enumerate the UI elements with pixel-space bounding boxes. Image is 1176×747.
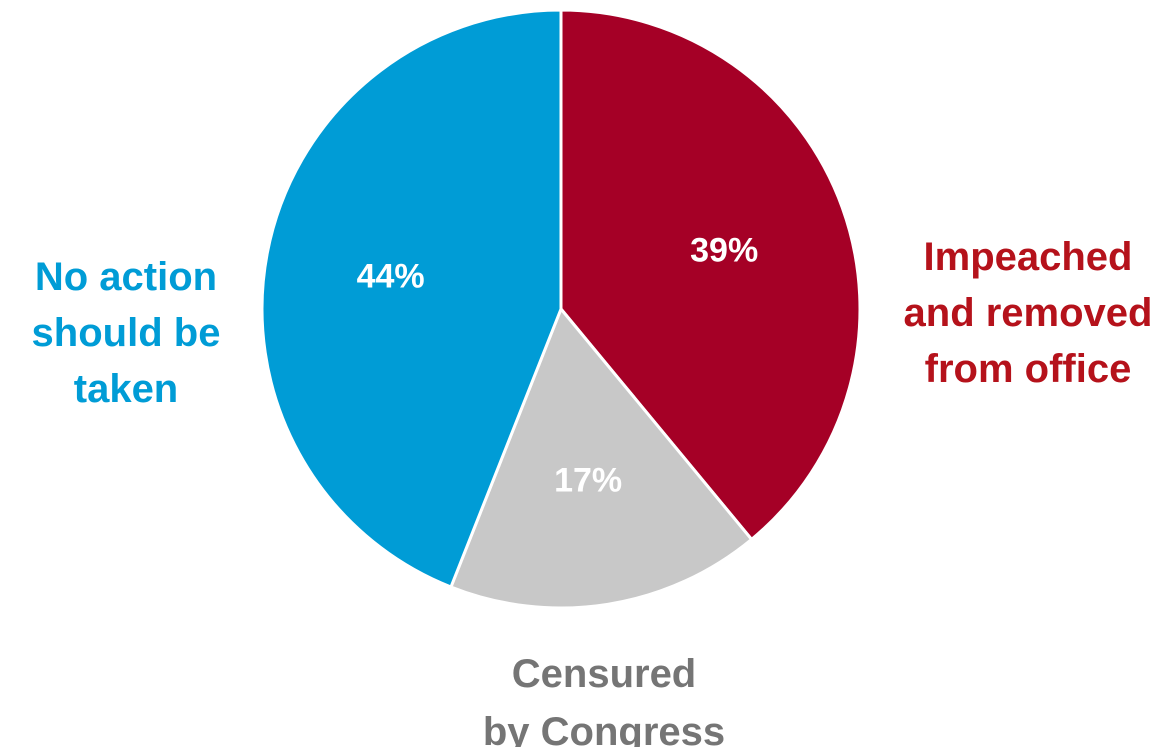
pie-category-labels: Impeached and removed from office Censured b… — [32, 235, 1153, 747]
pie-category-label-line: Impeached — [924, 235, 1133, 279]
pie-category-label-line: and removed — [904, 291, 1153, 335]
pie-category-label-line: taken — [74, 367, 179, 411]
pie-value-label-impeached-and-removed-from-office: 39% — [690, 231, 758, 269]
pie-category-label-censured-by-congress: Censured by Congress — [483, 652, 725, 747]
pie-category-label-line: No action — [35, 255, 217, 299]
pie-slice-impeached-and-removed-from-office — [559, 8, 862, 542]
pie-category-label-line: from office — [925, 347, 1132, 391]
pie-category-label-line: should be — [32, 311, 221, 355]
pie-category-label-impeached-and-removed-from-office: Impeached and removed from office — [904, 235, 1153, 391]
pie-category-label-line: Censured — [512, 652, 697, 696]
pie-category-label-no-action-should-be-taken: No action should be taken — [32, 255, 221, 411]
pie-category-label-line: by Congress — [483, 710, 725, 747]
pie-slice-no-action-should-be-taken — [260, 8, 563, 589]
pie-slices — [260, 8, 862, 610]
pie-value-labels: 39% 17% 44% — [357, 231, 759, 499]
pie-value-label-censured-by-congress: 17% — [554, 461, 622, 499]
pie-slice-censured-by-congress — [448, 306, 754, 610]
pie-value-label-no-action-should-be-taken: 44% — [357, 258, 425, 296]
